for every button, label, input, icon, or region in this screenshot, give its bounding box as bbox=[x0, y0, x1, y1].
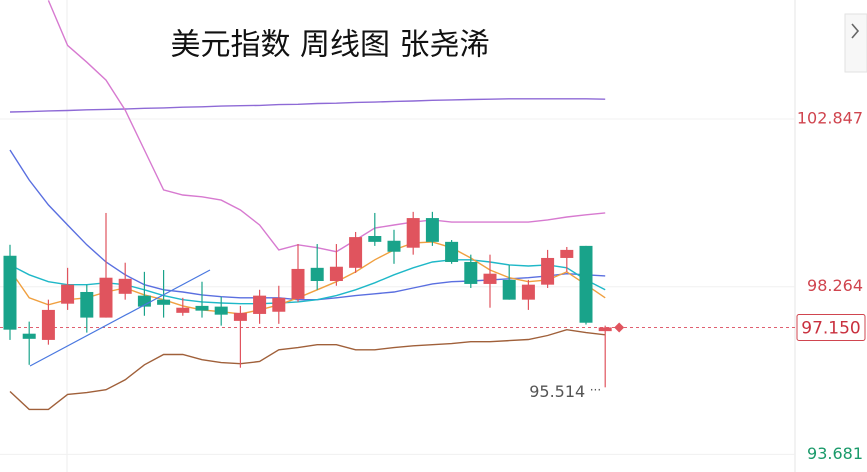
candle-body bbox=[61, 284, 75, 304]
candle-body bbox=[99, 277, 113, 318]
candle-body bbox=[253, 295, 267, 314]
candle-body bbox=[214, 306, 228, 315]
y-tick-label: 93.681 bbox=[807, 444, 863, 463]
candle-body bbox=[349, 237, 363, 268]
candle-body bbox=[80, 291, 94, 318]
low-label: 95.514 bbox=[529, 382, 585, 401]
candle-body bbox=[464, 261, 478, 284]
candle-body bbox=[598, 327, 612, 332]
candle-body bbox=[541, 257, 555, 285]
candle-body bbox=[3, 255, 17, 330]
candle-body bbox=[272, 297, 286, 312]
candle-body bbox=[502, 279, 516, 300]
nav-arrow[interactable] bbox=[851, 23, 860, 39]
price-label: 97.150 bbox=[801, 318, 860, 338]
y-tick-label: 102.847 bbox=[797, 109, 863, 128]
price-label-box bbox=[796, 313, 866, 341]
candle-body bbox=[445, 241, 459, 262]
candle-body bbox=[22, 333, 36, 339]
price-marker bbox=[614, 322, 625, 333]
trend-line bbox=[29, 269, 211, 367]
y-tick-label: 98.264 bbox=[807, 276, 863, 295]
nav-button[interactable] bbox=[844, 13, 867, 73]
low-dots: ··· bbox=[590, 383, 601, 397]
candle-body bbox=[521, 284, 535, 300]
candle-body bbox=[118, 278, 132, 294]
candle-body bbox=[233, 312, 247, 321]
candle-body bbox=[41, 309, 55, 340]
ma-line bbox=[9, 328, 606, 411]
nav-button-box[interactable] bbox=[844, 13, 867, 73]
candle-body bbox=[195, 305, 209, 311]
candle-body bbox=[176, 307, 190, 313]
candle-body bbox=[560, 249, 574, 258]
candle-body bbox=[483, 273, 497, 284]
candle-body bbox=[157, 299, 171, 305]
chart-title: 美元指数 周线图 张尧浠 bbox=[170, 28, 489, 63]
candle-body bbox=[291, 268, 305, 299]
candle-body bbox=[387, 240, 401, 252]
candle-body bbox=[329, 266, 343, 282]
candle-body bbox=[406, 218, 420, 248]
candle-body bbox=[310, 267, 324, 282]
candle-body bbox=[137, 295, 151, 307]
ma-line bbox=[9, 98, 606, 113]
candle-body bbox=[579, 245, 593, 323]
ma-line bbox=[47, 0, 606, 253]
plot-area bbox=[0, 0, 795, 455]
candle-body bbox=[425, 218, 439, 242]
candle-body bbox=[368, 236, 382, 242]
ma-line bbox=[9, 149, 606, 301]
